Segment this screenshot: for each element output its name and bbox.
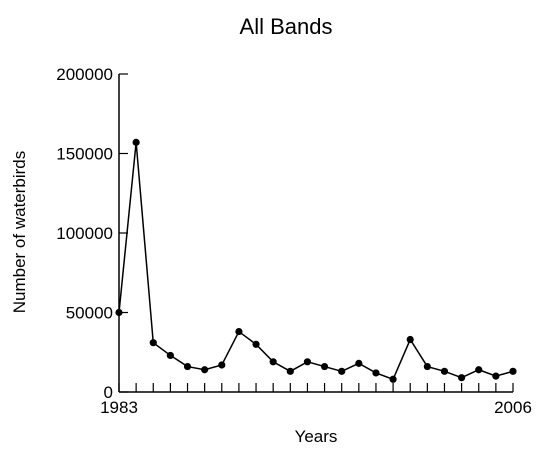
y-axis-label: Number of waterbirds — [10, 151, 29, 314]
data-point — [252, 340, 260, 348]
data-point — [218, 361, 226, 369]
data-point — [423, 362, 431, 371]
x-axis-label: Years — [295, 427, 338, 446]
y-tick-label: 0 — [104, 383, 113, 402]
data-point — [269, 358, 277, 366]
chart-title: All Bands — [240, 14, 333, 39]
x-ticks: 1983 2006 — [100, 383, 532, 417]
data-point — [406, 335, 414, 344]
data-point — [389, 375, 397, 383]
data-point — [235, 327, 243, 336]
data-point — [166, 351, 174, 360]
data-point — [303, 358, 312, 366]
data-point — [492, 372, 500, 380]
data-point — [458, 374, 466, 382]
y-tick-label: 200000 — [56, 65, 113, 84]
data-point — [355, 359, 363, 367]
data-point — [475, 366, 483, 374]
y-tick-label: 150000 — [56, 145, 113, 164]
y-ticks: 0 50000 100000 150000 200000 — [56, 65, 128, 402]
data-point — [115, 308, 123, 317]
data-point — [440, 367, 449, 375]
data-point — [320, 362, 329, 371]
data-point — [149, 339, 157, 347]
y-tick-label: 50000 — [66, 304, 113, 323]
data-point — [286, 367, 294, 375]
y-tick-label: 100000 — [56, 224, 113, 243]
data-point — [338, 367, 346, 375]
data-point — [183, 362, 192, 371]
data-points — [115, 138, 517, 383]
data-point — [509, 367, 517, 375]
x-tick-label: 2006 — [494, 398, 532, 417]
x-tick-label: 1983 — [100, 398, 138, 417]
series-line — [118, 142, 514, 381]
data-point — [132, 138, 140, 146]
data-point — [201, 366, 209, 374]
data-point — [372, 369, 380, 377]
